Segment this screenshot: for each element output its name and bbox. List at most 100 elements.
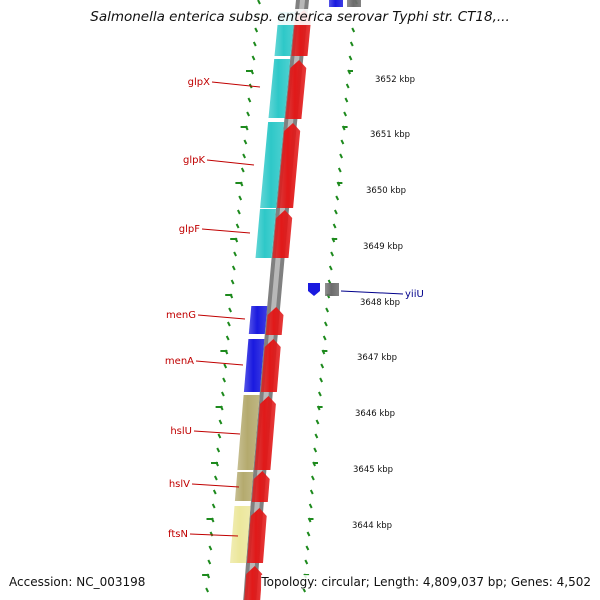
minor-tick-inner <box>216 447 221 453</box>
minor-tick-inner <box>230 279 235 285</box>
gene-label-ftsn[interactable]: ftsN <box>168 529 188 540</box>
gene-label-hslv[interactable]: hslV <box>169 479 190 490</box>
top-blue-feature <box>329 0 343 7</box>
minor-tick-outer <box>337 167 342 173</box>
kbp-label: 3644 kbp <box>352 521 392 531</box>
orthology-red-feature <box>244 566 263 600</box>
gene-yiiu-feature <box>308 283 320 296</box>
minor-tick-inner <box>247 97 252 103</box>
topology-text: Topology: circular; Length: 4,809,037 bp… <box>261 575 591 589</box>
kbp-label: 3649 kbp <box>363 242 403 252</box>
kbp-label: 3647 kbp <box>357 353 397 363</box>
minor-tick-inner <box>214 475 218 481</box>
gene-label-glpf[interactable]: glpF <box>179 224 200 235</box>
minor-tick-outer <box>328 265 333 271</box>
minor-tick-inner <box>254 27 259 33</box>
minor-tick-inner <box>227 321 231 327</box>
gene-leader-line <box>201 228 251 234</box>
kbp-label: 3648 kbp <box>360 298 400 308</box>
gene-label-yiiu[interactable]: yiiU <box>405 289 424 300</box>
kbp-label: 3651 kbp <box>370 130 410 140</box>
minor-tick-inner <box>252 41 257 47</box>
minor-tick-inner <box>207 559 212 565</box>
kbp-label: 3645 kbp <box>353 465 393 475</box>
minor-tick-inner <box>238 195 243 201</box>
minor-tick-outer <box>335 195 340 201</box>
gene-glpf-feature <box>255 209 276 258</box>
minor-tick-outer <box>324 321 328 327</box>
labels-layer: glpX glpK glpF menG menA hslU hslV ftsN … <box>165 75 424 540</box>
minor-tick-outer <box>311 475 315 481</box>
minor-tick-inner <box>246 111 250 117</box>
gene-leader-line <box>189 533 239 537</box>
accession-text: Accession: NC_003198 <box>9 575 146 589</box>
minor-tick-inner <box>205 587 209 593</box>
minor-tick-outer <box>334 209 338 215</box>
minor-tick-outer <box>339 153 343 159</box>
minor-tick-inner <box>228 307 232 313</box>
minor-tick-outer <box>345 83 350 89</box>
minor-tick-inner <box>243 139 248 145</box>
minor-tick-inner <box>222 377 226 383</box>
map-title: Salmonella enterica subsp. enterica sero… <box>0 9 600 25</box>
minor-tick-inner <box>251 55 256 61</box>
orthology-red-feature <box>251 471 270 502</box>
minor-tick-inner <box>235 223 240 229</box>
minor-tick-inner <box>231 265 236 271</box>
minor-tick-inner <box>211 503 216 509</box>
gene-label-mena[interactable]: menA <box>165 356 194 367</box>
tick-marks-layer <box>202 0 358 593</box>
gene-hslv-feature <box>234 472 254 501</box>
minor-tick-outer <box>322 335 327 341</box>
minor-tick-inner <box>223 363 228 369</box>
minor-tick-inner <box>212 489 217 495</box>
minor-tick-inner <box>218 419 223 425</box>
minor-tick-outer <box>340 139 345 145</box>
minor-tick-inner <box>233 251 237 257</box>
gene-label-glpk[interactable]: glpK <box>183 155 205 166</box>
kbp-label: 3650 kbp <box>366 186 406 196</box>
orthology-red-feature <box>277 123 301 208</box>
minor-tick-outer <box>314 433 319 439</box>
minor-tick-outer <box>320 363 325 369</box>
minor-tick-outer <box>348 55 353 61</box>
orthology-red-feature <box>272 210 293 258</box>
gene-leader-line <box>197 314 246 320</box>
gene-leader-line <box>211 81 261 88</box>
gene-label-meng[interactable]: menG <box>166 310 196 321</box>
gene-hslu-feature <box>237 395 260 470</box>
gene-leader-line <box>195 360 244 366</box>
orthology-red-feature <box>254 396 276 470</box>
gene-label-glpx[interactable]: glpX <box>188 77 210 88</box>
minor-tick-inner <box>237 209 241 215</box>
minor-tick-outer <box>343 111 347 117</box>
gene-mena-feature <box>243 339 265 392</box>
orthology-red-feature <box>260 339 281 392</box>
gene-leader-line <box>193 430 241 435</box>
features-layer <box>189 0 404 600</box>
orthology-red-feature <box>247 508 267 563</box>
minor-tick-inner <box>225 335 230 341</box>
minor-tick-outer <box>332 223 337 229</box>
gene-leader-line <box>191 483 240 488</box>
minor-tick-outer <box>309 489 314 495</box>
minor-tick-outer <box>306 531 311 537</box>
gene-yiiu-ortholog-feature <box>325 283 339 296</box>
minor-tick-outer <box>319 377 323 383</box>
top-gray-feature <box>347 0 361 7</box>
minor-tick-inner <box>257 0 261 5</box>
minor-tick-inner <box>217 433 222 439</box>
minor-tick-inner <box>221 391 225 397</box>
gene-leader-line-yiiu <box>340 290 404 295</box>
minor-tick-outer <box>349 41 354 47</box>
minor-tick-outer <box>351 27 356 33</box>
orthology-red-feature <box>285 60 307 119</box>
minor-tick-outer <box>325 307 329 313</box>
minor-tick-inner <box>242 153 246 159</box>
minor-tick-outer <box>344 97 349 103</box>
gene-label-hslu[interactable]: hslU <box>170 426 192 437</box>
orthology-red-feature <box>265 307 284 335</box>
minor-tick-outer <box>313 447 318 453</box>
minor-tick-inner <box>240 167 245 173</box>
